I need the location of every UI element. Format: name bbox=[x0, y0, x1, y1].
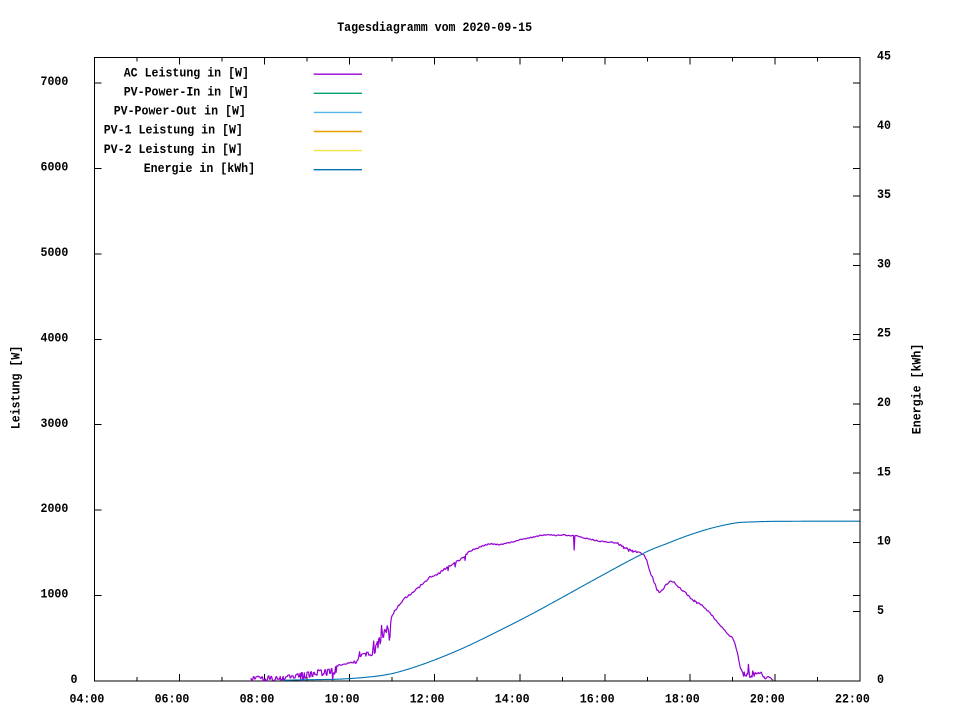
svg-text:5000: 5000 bbox=[41, 245, 69, 260]
svg-text:16:00: 16:00 bbox=[580, 691, 615, 706]
svg-text:20: 20 bbox=[877, 395, 891, 410]
svg-text:PV-Power-Out in [W]: PV-Power-Out in [W] bbox=[114, 104, 246, 119]
svg-text:0: 0 bbox=[71, 672, 78, 687]
svg-text:2000: 2000 bbox=[41, 501, 69, 516]
svg-text:10: 10 bbox=[877, 534, 891, 549]
svg-text:35: 35 bbox=[877, 187, 891, 202]
svg-text:18:00: 18:00 bbox=[665, 691, 700, 706]
svg-text:PV-Power-In in [W]: PV-Power-In in [W] bbox=[124, 85, 249, 100]
svg-text:06:00: 06:00 bbox=[155, 691, 190, 706]
svg-text:Tagesdiagramm vom 2020-09-15: Tagesdiagramm vom 2020-09-15 bbox=[337, 20, 532, 35]
svg-text:Leistung [W]: Leistung [W] bbox=[9, 346, 24, 430]
svg-text:40: 40 bbox=[877, 118, 891, 133]
svg-text:12:00: 12:00 bbox=[410, 691, 445, 706]
svg-text:20:00: 20:00 bbox=[750, 691, 785, 706]
svg-text:14:00: 14:00 bbox=[495, 691, 530, 706]
svg-text:25: 25 bbox=[877, 326, 891, 341]
svg-text:6000: 6000 bbox=[41, 160, 69, 175]
svg-text:PV-1 Leistung in [W]: PV-1 Leistung in [W] bbox=[104, 123, 243, 138]
svg-text:3000: 3000 bbox=[41, 416, 69, 431]
svg-text:5: 5 bbox=[877, 603, 884, 618]
svg-text:15: 15 bbox=[877, 464, 891, 479]
svg-text:45: 45 bbox=[877, 49, 891, 64]
svg-text:7000: 7000 bbox=[41, 74, 69, 89]
svg-text:4000: 4000 bbox=[41, 330, 69, 345]
svg-text:Energie in [kWh]: Energie in [kWh] bbox=[144, 161, 255, 176]
svg-text:0: 0 bbox=[877, 672, 884, 687]
svg-text:04:00: 04:00 bbox=[70, 691, 105, 706]
svg-text:30: 30 bbox=[877, 256, 891, 271]
svg-text:08:00: 08:00 bbox=[240, 691, 275, 706]
svg-text:PV-2 Leistung in [W]: PV-2 Leistung in [W] bbox=[104, 142, 243, 157]
svg-text:AC Leistung in [W]: AC Leistung in [W] bbox=[124, 65, 249, 80]
svg-text:22:00: 22:00 bbox=[835, 691, 870, 706]
svg-text:1000: 1000 bbox=[41, 587, 69, 602]
svg-text:Energie [kWh]: Energie [kWh] bbox=[910, 344, 925, 435]
svg-text:10:00: 10:00 bbox=[325, 691, 360, 706]
